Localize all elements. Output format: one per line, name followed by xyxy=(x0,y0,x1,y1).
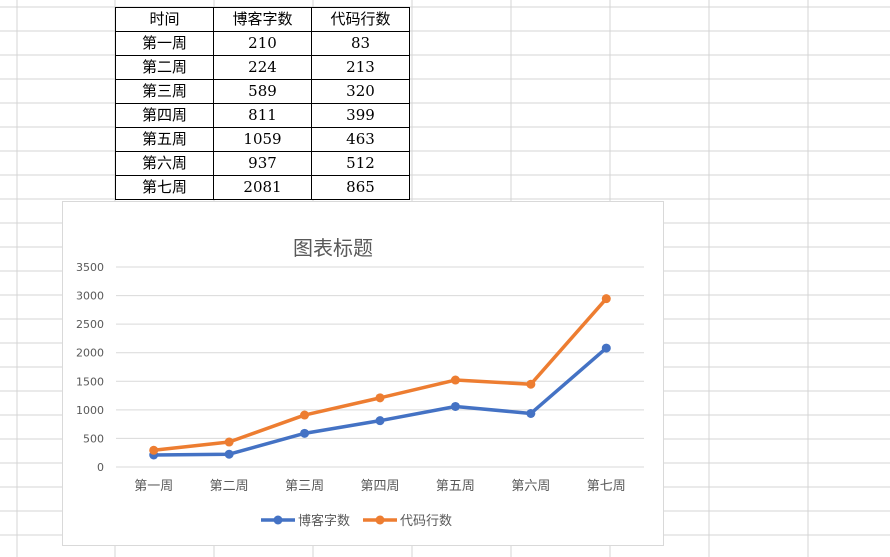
data-point xyxy=(526,379,536,389)
data-point xyxy=(450,375,460,385)
x-tick-label: 第六周 xyxy=(511,479,550,494)
table-cell[interactable]: 第四周 xyxy=(115,103,214,128)
table-cell[interactable]: 第一周 xyxy=(115,31,214,56)
table-cell[interactable]: 代码行数 xyxy=(311,7,410,32)
table-cell[interactable]: 2081 xyxy=(213,175,312,200)
data-point xyxy=(450,401,460,411)
table-cell[interactable]: 320 xyxy=(311,79,410,104)
x-tick-label: 第三周 xyxy=(285,479,324,494)
y-tick-label: 500 xyxy=(83,432,104,445)
chart-plot: 0 500 1000 1500 2000 2500 3000 3500 第一周 第二周 第三周 第四周… xyxy=(76,261,644,529)
data-point xyxy=(149,445,159,455)
table-row: 第三周 589 320 xyxy=(115,79,410,104)
data-point xyxy=(601,343,611,353)
table-cell[interactable]: 865 xyxy=(311,175,410,200)
y-tick-label: 3000 xyxy=(76,290,104,303)
table-row: 第七周 2081 865 xyxy=(115,175,410,200)
table-cell[interactable]: 第三周 xyxy=(115,79,214,104)
y-tick-label: 2500 xyxy=(76,318,104,331)
x-tick-label: 第五周 xyxy=(436,479,475,494)
data-point xyxy=(224,449,234,459)
x-tick-label: 第四周 xyxy=(360,479,399,494)
legend-label: 代码行数 xyxy=(400,514,452,529)
table-cell[interactable]: 第七周 xyxy=(115,175,214,200)
data-point xyxy=(224,437,234,447)
table-cell[interactable]: 第六周 xyxy=(115,151,214,176)
table-cell[interactable]: 224 xyxy=(213,55,312,80)
x-tick-label: 第二周 xyxy=(210,479,249,494)
x-tick-label: 第七周 xyxy=(587,479,626,494)
chart-title: 图表标题 xyxy=(293,236,373,260)
table-cell[interactable]: 第二周 xyxy=(115,55,214,80)
y-tick-label: 2000 xyxy=(76,347,104,360)
table-cell[interactable]: 512 xyxy=(311,151,410,176)
table-cell[interactable]: 811 xyxy=(213,103,312,128)
data-point xyxy=(375,393,385,403)
data-point xyxy=(601,294,611,304)
data-point xyxy=(375,416,385,426)
table-row: 第六周 937 512 xyxy=(115,151,410,176)
table-row: 第一周 210 83 xyxy=(115,31,410,56)
table-cell[interactable]: 83 xyxy=(311,31,410,56)
table-cell[interactable]: 399 xyxy=(311,103,410,128)
y-tick-label: 1000 xyxy=(76,404,104,417)
table-cell[interactable]: 210 xyxy=(213,31,312,56)
table-cell[interactable]: 1059 xyxy=(213,127,312,152)
series-line-2 xyxy=(153,297,608,452)
table-cell[interactable]: 937 xyxy=(213,151,312,176)
data-point xyxy=(526,408,536,418)
y-tick-label: 3500 xyxy=(76,261,104,274)
table-cell[interactable]: 213 xyxy=(311,55,410,80)
data-point xyxy=(300,410,310,420)
x-tick-label: 第一周 xyxy=(134,479,173,494)
y-tick-label: 0 xyxy=(97,461,104,474)
table-row: 第五周 1059 463 xyxy=(115,127,410,152)
table-header-row: 时间 博客字数 代码行数 xyxy=(115,7,410,32)
table-row: 第四周 811 399 xyxy=(115,103,410,128)
table-row: 第二周 224 213 xyxy=(115,55,410,80)
legend-label: 博客字数 xyxy=(298,513,350,529)
table-cell[interactable]: 463 xyxy=(311,127,410,152)
y-tick-label: 1500 xyxy=(76,375,104,388)
legend-marker xyxy=(375,515,385,525)
line-chart[interactable]: 图表标题 0 500 1000 1500 2000 2500 3000 3500 第一周 第二周 第… xyxy=(62,201,664,546)
legend-marker xyxy=(273,515,283,525)
data-point xyxy=(300,428,310,438)
table-cell[interactable]: 第五周 xyxy=(115,127,214,152)
table-cell[interactable]: 博客字数 xyxy=(213,7,312,32)
data-table: 时间 博客字数 代码行数 第一周 210 83 第二周 224 213 第三周 589 320 第四周 8… xyxy=(115,7,410,200)
table-cell[interactable]: 时间 xyxy=(115,7,214,32)
table-cell[interactable]: 589 xyxy=(213,79,312,104)
